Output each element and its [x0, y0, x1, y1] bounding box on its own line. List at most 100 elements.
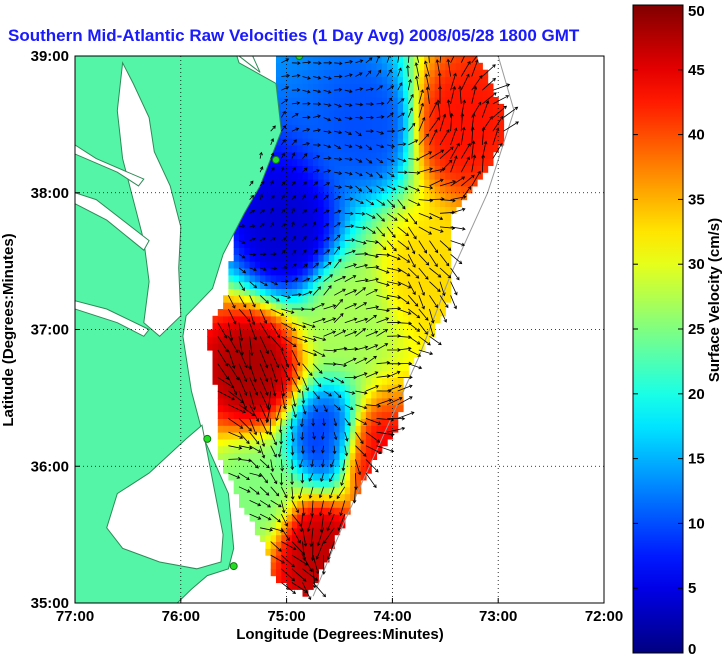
velocity-cell — [334, 110, 341, 119]
velocity-cell — [445, 281, 452, 289]
velocity-cell — [207, 343, 214, 351]
velocity-vector — [310, 459, 315, 468]
velocity-cell — [381, 329, 388, 337]
velocity-cell — [424, 172, 430, 180]
velocity-cell — [281, 521, 288, 529]
velocity-vector — [298, 486, 303, 500]
velocity-cell — [313, 370, 319, 378]
velocity-cell — [461, 62, 468, 71]
velocity-vector — [228, 336, 239, 354]
velocity-vector — [291, 73, 301, 78]
velocity-cell — [328, 336, 335, 344]
velocity-cell — [455, 56, 462, 64]
velocity-cell — [334, 459, 341, 467]
velocity-cell — [334, 418, 341, 426]
velocity-cell — [418, 151, 425, 160]
velocity-cell — [371, 206, 378, 214]
velocity-vector — [376, 101, 385, 106]
velocity-cell — [254, 473, 261, 481]
velocity-cell — [313, 281, 319, 289]
velocity-cell — [297, 62, 304, 71]
velocity-vector — [355, 251, 368, 256]
velocity-vector — [279, 432, 284, 445]
velocity-cell — [270, 521, 277, 529]
velocity-cell — [355, 452, 362, 460]
velocity-cell — [466, 56, 473, 64]
velocity-cell — [429, 220, 436, 228]
velocity-cell — [344, 336, 351, 344]
velocity-cell — [265, 302, 272, 310]
velocity-cell — [344, 97, 351, 105]
velocity-cell — [339, 90, 346, 98]
velocity-cell — [286, 90, 293, 98]
velocity-cell — [355, 370, 362, 378]
velocity-vector — [291, 263, 297, 269]
velocity-vector — [249, 180, 254, 187]
velocity-cell — [302, 124, 309, 132]
velocity-cell — [297, 281, 304, 289]
velocity-cell — [350, 479, 356, 488]
velocity-vector — [259, 166, 264, 173]
velocity-cell — [318, 309, 325, 317]
y-tick-label: 35:00 — [31, 595, 69, 612]
velocity-vector — [228, 322, 234, 342]
velocity-vector — [312, 317, 326, 324]
velocity-cell — [445, 165, 452, 173]
velocity-cell — [429, 131, 436, 139]
velocity-cell — [323, 391, 330, 399]
velocity-cell — [445, 254, 452, 262]
velocity-cell — [376, 350, 383, 358]
velocity-cell — [291, 575, 298, 584]
velocity-field — [207, 56, 505, 597]
velocity-cell — [286, 521, 293, 529]
x-axis-label: Longitude (Degrees:Minutes) — [236, 626, 444, 643]
velocity-cell — [350, 131, 356, 139]
velocity-cell — [350, 288, 356, 296]
velocity-cell — [249, 288, 256, 296]
velocity-cell — [450, 138, 457, 146]
velocity-cell — [328, 192, 335, 201]
velocity-cell — [313, 179, 319, 187]
velocity-cell — [281, 411, 288, 419]
velocity-vector — [450, 155, 458, 173]
velocity-cell — [403, 110, 409, 119]
velocity-cell — [461, 83, 468, 91]
velocity-cell — [307, 151, 314, 160]
velocity-vector — [376, 343, 389, 351]
velocity-cell — [217, 309, 224, 317]
velocity-cell — [397, 274, 404, 283]
velocity-vector — [312, 276, 322, 282]
velocity-cell — [297, 97, 304, 105]
velocity-cell — [276, 295, 282, 303]
velocity-cell — [387, 172, 393, 180]
velocity-cell — [434, 56, 441, 64]
velocity-cell — [350, 432, 356, 440]
velocity-cell — [313, 411, 319, 419]
velocity-cell — [302, 144, 309, 153]
velocity-cell — [281, 315, 288, 324]
velocity-cell — [323, 165, 330, 173]
velocity-vector — [259, 281, 268, 286]
velocity-vector — [450, 281, 458, 296]
velocity-cell — [455, 97, 462, 105]
velocity-cell — [350, 158, 356, 166]
velocity-cell — [323, 247, 330, 255]
velocity-vector — [365, 102, 374, 106]
velocity-cell — [408, 172, 415, 180]
velocity-cell — [260, 391, 266, 399]
velocity-cell — [302, 500, 309, 508]
velocity-cell — [276, 97, 282, 105]
velocity-cell — [408, 233, 415, 242]
velocity-cell — [318, 363, 325, 372]
velocity-cell — [239, 473, 245, 481]
velocity-cell — [487, 151, 494, 160]
velocity-cell — [281, 288, 288, 296]
velocity-cell — [339, 302, 346, 310]
velocity-cell — [344, 309, 351, 317]
velocity-cell — [302, 438, 309, 447]
velocity-cell — [276, 90, 282, 98]
velocity-cell — [408, 110, 415, 119]
velocity-cell — [307, 582, 314, 590]
velocity-cell — [413, 233, 420, 242]
velocity-cell — [334, 62, 341, 71]
